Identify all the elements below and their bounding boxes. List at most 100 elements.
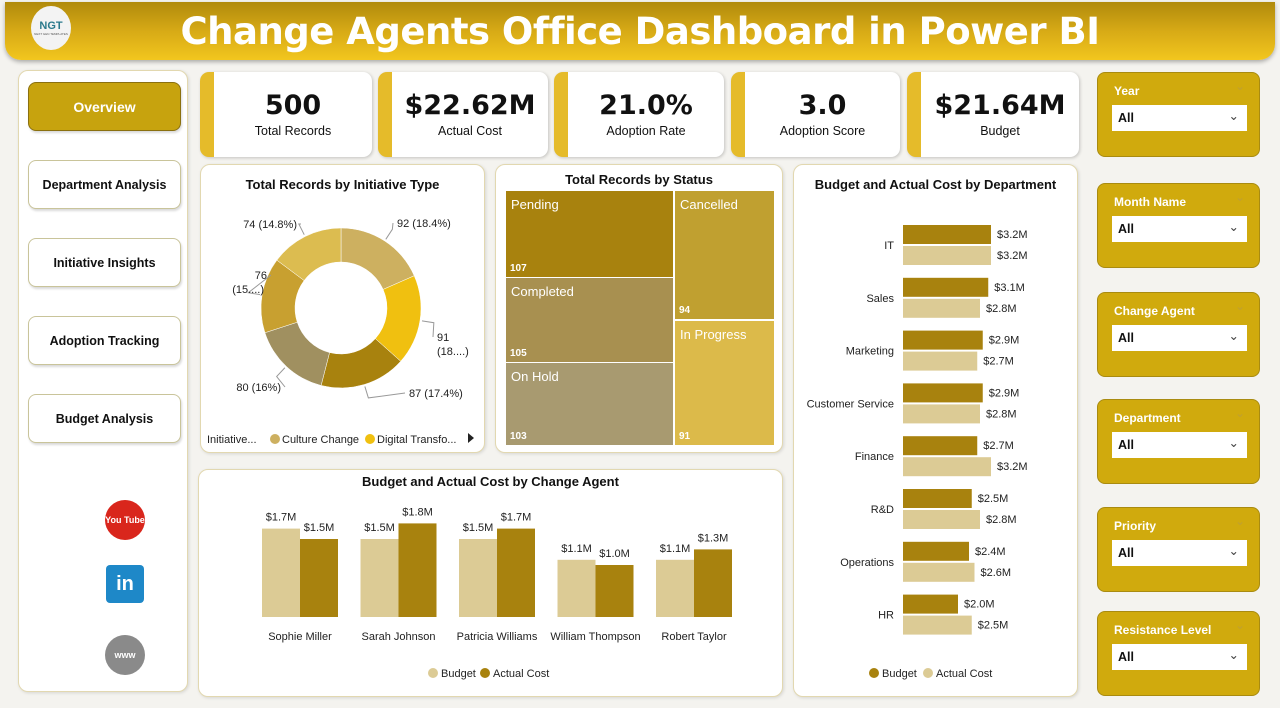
slicer-dropdown[interactable]: All ⌄ [1112, 325, 1247, 351]
bar-actual-cost[interactable] [497, 528, 535, 617]
bar-budget[interactable] [903, 383, 983, 403]
treemap-tile-in-progress[interactable]: In Progress 91 [675, 321, 774, 445]
legend-marker [270, 434, 280, 444]
data-label: $3.2M [997, 461, 1028, 473]
slicer-label: Priority [1114, 519, 1157, 533]
bar-budget[interactable] [903, 277, 989, 297]
slicer-label: Department [1114, 411, 1181, 425]
nav-initiative-insights-button[interactable]: Initiative Insights [28, 238, 181, 287]
slicer-priority: Priority ⌄ All ⌄ [1097, 507, 1260, 592]
chart-title: Budget and Actual Cost by Change Agent [362, 474, 619, 489]
department-cost-card: Budget and Actual Cost by Department IT $… [793, 164, 1078, 697]
legend-item[interactable]: Actual Cost [493, 668, 549, 680]
slicer-value: All [1118, 222, 1134, 236]
treemap-tile-on-hold[interactable]: On Hold 103 [506, 363, 673, 445]
nav-adoption-tracking-button[interactable]: Adoption Tracking [28, 316, 181, 365]
slicer-dropdown[interactable]: All ⌄ [1112, 105, 1247, 131]
bar-budget[interactable] [903, 436, 978, 456]
chevron-down-icon[interactable]: ⌄ [1234, 79, 1245, 93]
chevron-down-icon[interactable]: ⌄ [1234, 514, 1245, 528]
chevron-down-icon[interactable]: ⌄ [1234, 299, 1245, 313]
nav-budget-analysis-button[interactable]: Budget Analysis [28, 394, 181, 443]
category-label: Finance [855, 451, 894, 463]
chevron-down-icon: ⌄ [1228, 648, 1239, 662]
category-label: William Thompson [550, 631, 640, 643]
chevron-down-icon: ⌄ [1228, 436, 1239, 450]
leader-line [275, 367, 286, 388]
youtube-icon[interactable]: You Tube [105, 500, 145, 540]
bar-budget[interactable] [262, 528, 300, 617]
legend-next-arrow-icon[interactable] [468, 433, 474, 443]
bar-actual-cost[interactable] [694, 549, 732, 617]
bar-budget[interactable] [903, 489, 972, 508]
globe-icon[interactable]: www [105, 635, 145, 675]
bar-budget[interactable] [459, 539, 497, 617]
leader-line [364, 386, 406, 399]
slicer-dropdown[interactable]: All ⌄ [1112, 216, 1247, 242]
legend-item[interactable]: Budget [441, 668, 476, 680]
kpi-label: Total Records [254, 124, 332, 138]
data-label: $2.4M [975, 546, 1006, 558]
treemap-tile-pending[interactable]: Pending 107 [506, 191, 673, 277]
bar-actual-cost[interactable] [903, 246, 991, 265]
data-label: 92 (18.4%) [397, 218, 451, 230]
kpi-card-actual-cost: $22.62M Actual Cost [378, 72, 548, 157]
tile-label: Pending [511, 197, 559, 212]
kpi-value: $22.62M [404, 90, 536, 121]
donut-slice[interactable] [264, 321, 330, 386]
slicer-change-agent: Change Agent ⌄ All ⌄ [1097, 292, 1260, 377]
nav-department-analysis-button[interactable]: Department Analysis [28, 160, 181, 209]
data-label: 74 (14.8%) [243, 219, 297, 231]
bar-actual-cost[interactable] [398, 523, 437, 617]
legend-item[interactable]: Digital Transfo... [377, 434, 456, 446]
legend-item[interactable]: Actual Cost [936, 668, 992, 680]
bar-budget[interactable] [903, 330, 983, 350]
bar-actual-cost[interactable] [903, 615, 972, 635]
category-label: R&D [871, 504, 894, 516]
kpi-card-total-records: 500 Total Records [200, 72, 372, 157]
bar-budget[interactable] [656, 559, 694, 617]
donut-slice[interactable] [340, 227, 415, 290]
slicer-dropdown[interactable]: All ⌄ [1112, 432, 1247, 458]
slicer-value: All [1118, 546, 1134, 560]
slicer-label: Resistance Level [1114, 623, 1212, 637]
bar-actual-cost[interactable] [903, 562, 975, 582]
treemap-tile-cancelled[interactable]: Cancelled 94 [675, 191, 774, 319]
legend-item[interactable]: Budget [882, 668, 917, 680]
bar-budget[interactable] [903, 225, 991, 244]
data-label: $3.2M [997, 229, 1028, 241]
slicer-dropdown[interactable]: All ⌄ [1112, 540, 1247, 566]
treemap-tile-completed[interactable]: Completed 105 [506, 278, 673, 362]
kpi-value: 3.0 [798, 90, 847, 121]
data-label: $2.6M [981, 567, 1012, 579]
chevron-down-icon[interactable]: ⌄ [1234, 618, 1245, 632]
bar-actual-cost[interactable] [903, 457, 991, 477]
kpi-value: 500 [264, 90, 322, 121]
bar-actual-cost[interactable] [300, 539, 338, 617]
bar-actual-cost[interactable] [903, 404, 980, 424]
bar-budget[interactable] [557, 559, 596, 617]
chevron-down-icon[interactable]: ⌄ [1234, 190, 1245, 204]
leader-line [385, 222, 394, 240]
linkedin-icon[interactable]: in [106, 565, 144, 603]
legend-item[interactable]: Culture Change [282, 434, 359, 446]
bar-actual-cost[interactable] [595, 565, 634, 617]
bar-actual-cost[interactable] [903, 351, 978, 371]
chevron-down-icon[interactable]: ⌄ [1234, 406, 1245, 420]
slicer-dropdown[interactable]: All ⌄ [1112, 644, 1247, 670]
kpi-label: Budget [980, 124, 1020, 138]
slicer-label: Month Name [1114, 195, 1186, 209]
bar-budget[interactable] [903, 541, 969, 561]
bar-actual-cost[interactable] [903, 298, 980, 318]
kpi-label: Adoption Rate [606, 124, 686, 138]
slicer-value: All [1118, 650, 1134, 664]
data-label: $2.5M [978, 620, 1009, 632]
bar-actual-cost[interactable] [903, 510, 980, 529]
kpi-card-budget: $21.64M Budget [907, 72, 1079, 157]
bar-budget[interactable] [360, 539, 399, 617]
bar-budget[interactable] [903, 594, 958, 614]
chevron-down-icon: ⌄ [1228, 220, 1239, 234]
nav-overview-button[interactable]: Overview [28, 82, 181, 131]
donut-slice[interactable] [276, 227, 342, 281]
tile-label: Cancelled [680, 197, 738, 212]
